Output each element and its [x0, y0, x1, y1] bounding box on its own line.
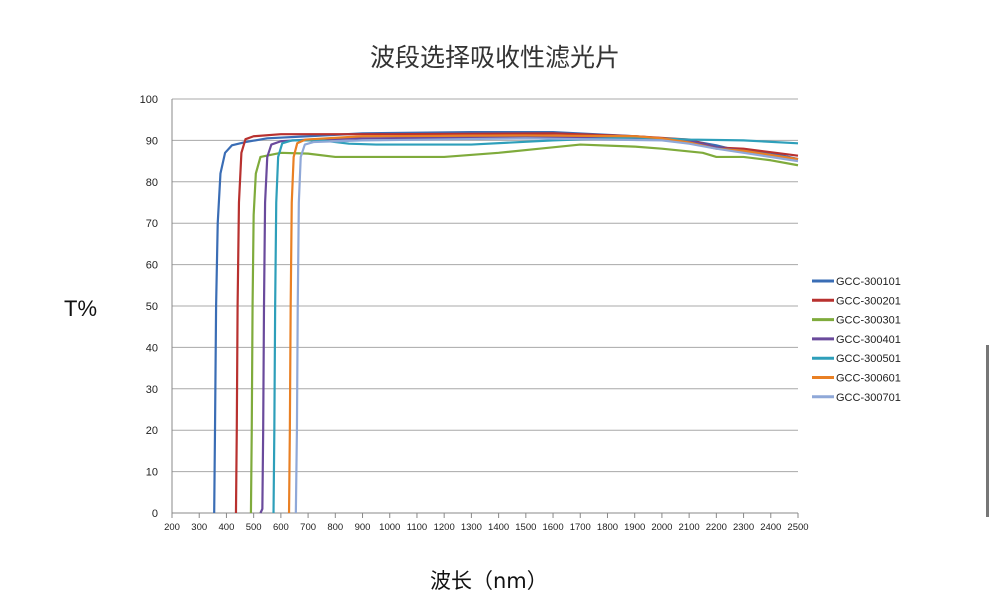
y-tick-label: 10 — [146, 467, 158, 479]
y-tick-label: 40 — [146, 342, 158, 354]
y-axis-label: T% — [64, 296, 97, 321]
x-tick-label: 1200 — [434, 522, 455, 533]
scrollbar[interactable] — [986, 345, 989, 517]
x-tick-label: 1000 — [379, 522, 400, 533]
x-tick-label: 1600 — [542, 522, 563, 533]
x-tick-label: 2300 — [733, 522, 754, 533]
x-tick-label: 200 — [164, 522, 180, 533]
series-line-GCC-300501 — [272, 136, 799, 514]
y-tick-label: 0 — [152, 508, 158, 520]
x-tick-label: 2400 — [760, 522, 781, 533]
series-line-GCC-300101 — [213, 131, 799, 514]
x-tick-label: 2500 — [787, 522, 808, 533]
x-tick-label: 1500 — [515, 522, 536, 533]
y-tick-label: 60 — [146, 260, 158, 272]
x-tick-label: 1300 — [461, 522, 482, 533]
series-line-GCC-300301 — [249, 143, 799, 514]
legend-label: GCC-300501 — [836, 353, 901, 365]
legend-label: GCC-300601 — [836, 373, 901, 385]
x-axis-label: 波长（nm） — [430, 569, 548, 593]
y-tick-label: 80 — [146, 177, 158, 189]
y-tick-label: 50 — [146, 301, 158, 313]
legend-label: GCC-300101 — [836, 276, 901, 288]
x-tick-label: 500 — [246, 522, 262, 533]
legend-label: GCC-300301 — [836, 315, 901, 327]
x-tick-label: 700 — [300, 522, 316, 533]
x-tick-label: 1100 — [407, 522, 427, 533]
x-tick-label: 2000 — [651, 522, 672, 533]
x-tick-label: 800 — [327, 522, 343, 533]
x-tick-label: 1900 — [624, 522, 645, 533]
y-tick-label: 90 — [146, 135, 158, 147]
x-tick-label: 600 — [273, 522, 289, 533]
x-tick-label: 2100 — [679, 522, 700, 533]
series-line-GCC-300601 — [287, 134, 799, 514]
legend-label: GCC-300701 — [836, 392, 901, 404]
x-tick-label: 1400 — [488, 522, 509, 533]
x-tick-label: 400 — [219, 522, 235, 533]
legend-label: GCC-300401 — [836, 334, 901, 346]
legend-label: GCC-300201 — [836, 295, 901, 307]
series-line-GCC-300701 — [294, 137, 799, 514]
chart-title: 波段选择吸收性滤光片 — [369, 43, 620, 72]
x-tick-label: 900 — [355, 522, 371, 533]
series-line-GCC-300401 — [259, 135, 799, 514]
x-tick-label: 1700 — [570, 522, 591, 533]
x-tick-label: 300 — [191, 522, 207, 533]
y-tick-label: 20 — [146, 425, 158, 437]
series-line-GCC-300201 — [234, 132, 799, 514]
y-tick-label: 70 — [146, 218, 158, 230]
y-tick-label: 30 — [146, 384, 158, 396]
x-tick-label: 1800 — [597, 522, 618, 533]
x-tick-label: 2200 — [706, 522, 727, 533]
y-tick-label: 100 — [140, 94, 158, 106]
